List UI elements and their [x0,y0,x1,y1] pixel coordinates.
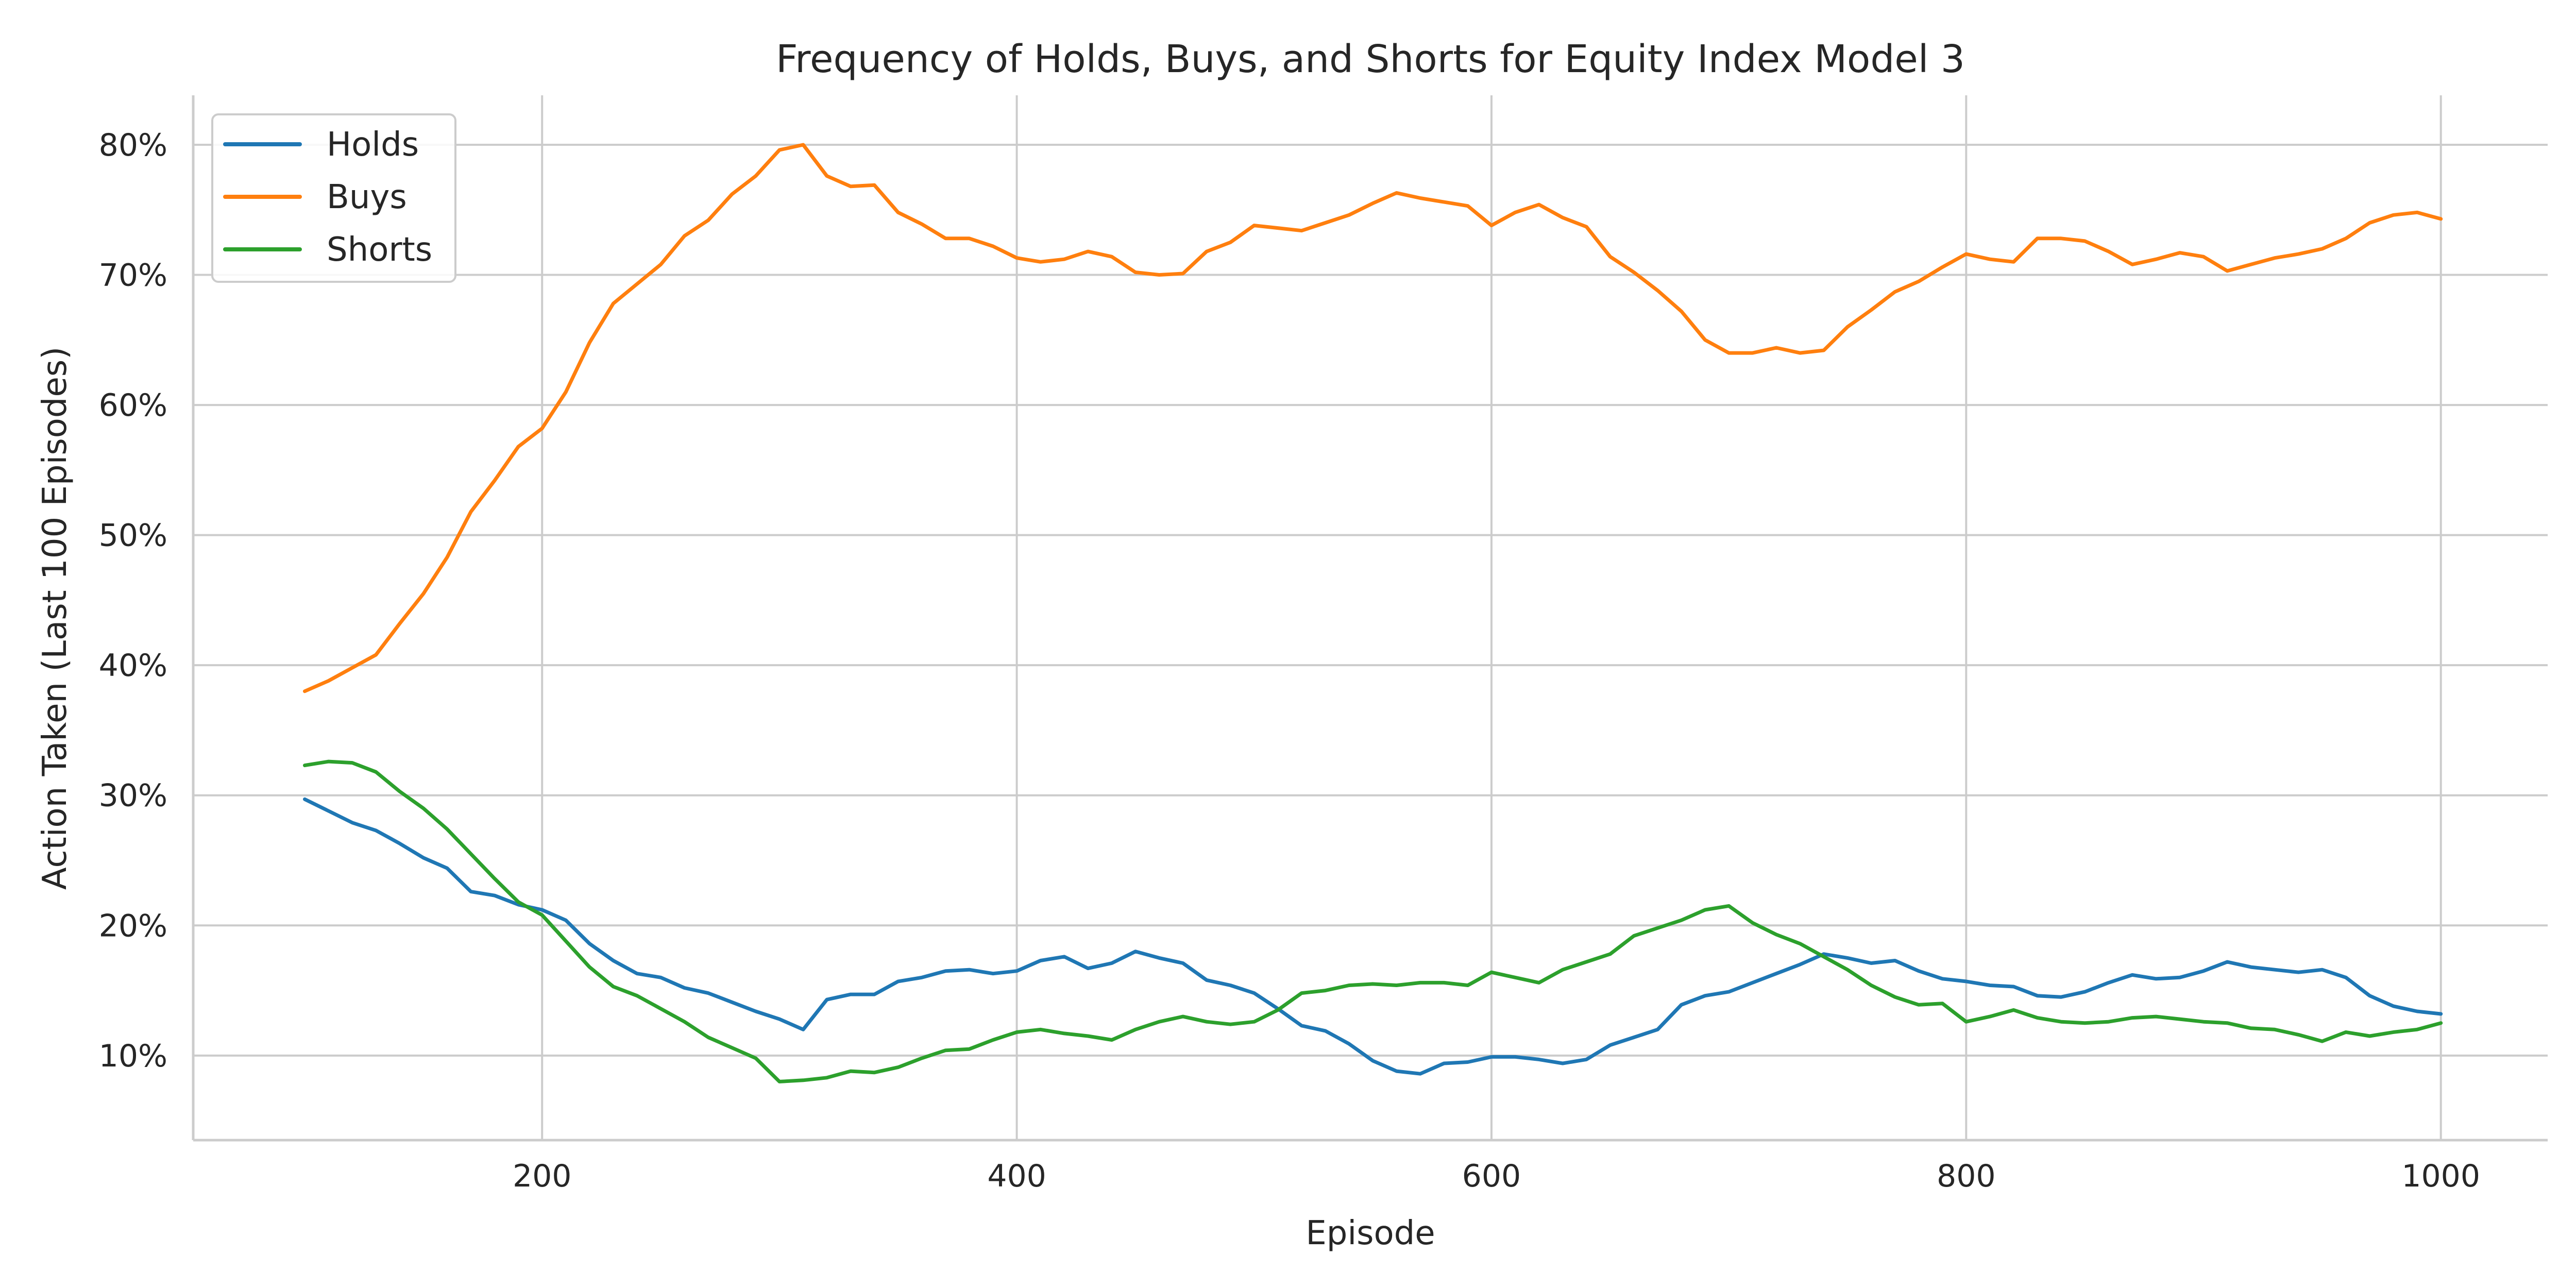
y-tick-label: 80% [99,127,167,163]
y-tick-labels: 10% 20% 30% 40% 50% 60% 70% 80% [99,127,167,1074]
y-tick-label: 60% [99,387,167,423]
y-tick-label: 50% [99,518,167,554]
series-lines [303,143,2443,1083]
x-tick-labels: 200 400 600 800 1000 [513,1158,2480,1194]
legend: Holds Buys Shorts [211,113,456,283]
y-gridlines [193,143,2548,1057]
y-tick-label: 10% [99,1038,167,1074]
x-tick-label: 800 [1937,1158,1996,1194]
y-tick-label: 30% [99,778,167,814]
series-line-shorts [303,759,2443,1083]
series-line-buys [303,143,2443,693]
x-tick-label: 1000 [2401,1158,2480,1194]
x-tick-label: 200 [513,1158,572,1194]
legend-label-buys: Buys [327,178,407,216]
legend-items: Holds Buys Shorts [223,126,432,269]
legend-box [211,113,456,283]
x-tick-label: 600 [1462,1158,1521,1194]
y-tick-label: 70% [99,258,167,294]
x-axis-label: Episode [1306,1214,1435,1252]
legend-label-holds: Holds [327,126,419,164]
chart-title: Frequency of Holds, Buys, and Shorts for… [776,37,1965,81]
legend-label-shorts: Shorts [327,231,432,269]
y-tick-label: 20% [99,908,167,944]
x-gridlines [541,95,2442,1140]
series-line-holds [303,797,2443,1076]
x-tick-label: 400 [987,1158,1046,1194]
y-tick-label: 40% [99,648,167,684]
y-axis-label: Action Taken (Last 100 Episodes) [36,347,74,890]
